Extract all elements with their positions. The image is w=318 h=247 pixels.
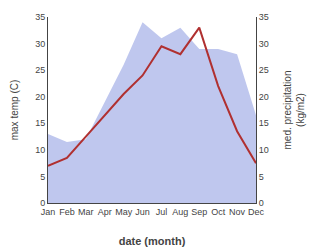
svg-text:Dec: Dec (248, 207, 265, 217)
svg-text:Aug: Aug (172, 207, 188, 217)
svg-text:Jul: Jul (156, 207, 168, 217)
svg-text:Sep: Sep (191, 207, 207, 217)
svg-text:med. precipitation(kg/m2): med. precipitation(kg/m2) (282, 71, 306, 150)
svg-text:0: 0 (40, 198, 45, 208)
svg-text:20: 20 (259, 92, 269, 102)
svg-text:0: 0 (259, 198, 264, 208)
svg-text:max temp (C): max temp (C) (9, 80, 20, 141)
svg-text:5: 5 (40, 172, 45, 182)
svg-text:10: 10 (35, 145, 45, 155)
svg-text:5: 5 (259, 172, 264, 182)
svg-text:Feb: Feb (59, 207, 75, 217)
svg-text:Nov: Nov (229, 207, 246, 217)
svg-text:30: 30 (35, 39, 45, 49)
svg-text:20: 20 (35, 92, 45, 102)
svg-text:35: 35 (35, 12, 45, 22)
svg-text:Jun: Jun (135, 207, 150, 217)
svg-text:15: 15 (259, 118, 269, 128)
svg-text:Apr: Apr (98, 207, 112, 217)
svg-text:15: 15 (35, 118, 45, 128)
svg-text:25: 25 (35, 65, 45, 75)
svg-text:date (month): date (month) (119, 235, 186, 247)
svg-text:May: May (115, 207, 133, 217)
svg-text:10: 10 (259, 145, 269, 155)
svg-text:35: 35 (259, 12, 269, 22)
svg-text:Mar: Mar (78, 207, 94, 217)
svg-text:30: 30 (259, 39, 269, 49)
svg-text:25: 25 (259, 65, 269, 75)
svg-text:Oct: Oct (211, 207, 226, 217)
svg-text:Jan: Jan (41, 207, 56, 217)
